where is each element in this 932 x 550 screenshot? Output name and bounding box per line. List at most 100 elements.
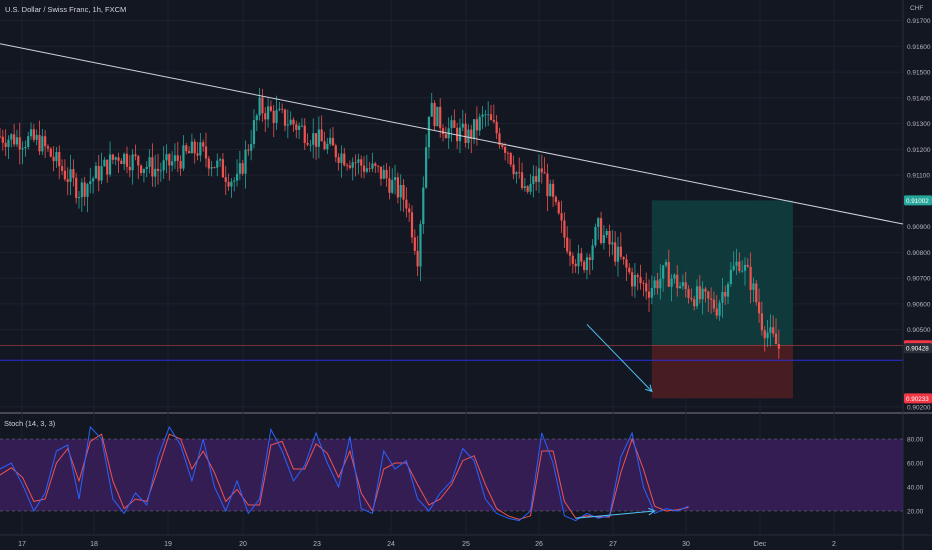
candle (41, 128, 44, 156)
candle-body (216, 160, 219, 168)
candle (591, 239, 594, 271)
candle-body (605, 231, 608, 236)
candle (137, 154, 140, 180)
candle (77, 191, 81, 209)
price-tag-label: 0.90233 (906, 396, 929, 403)
candle-body (458, 127, 462, 142)
candle (746, 258, 749, 268)
candle-body (523, 186, 526, 188)
candle (320, 115, 323, 142)
candle-body (594, 226, 597, 246)
candle (258, 88, 261, 121)
candle-body (673, 274, 676, 279)
candle (221, 153, 225, 178)
candle (585, 253, 589, 280)
candle (227, 173, 230, 191)
candle-body (292, 119, 295, 125)
candle (377, 164, 380, 173)
candle-body (546, 173, 549, 197)
candle (704, 286, 707, 303)
candle (44, 130, 47, 158)
candle (46, 144, 50, 153)
candle (419, 220, 422, 282)
candle (266, 98, 270, 128)
candle (769, 314, 772, 347)
candle-body (221, 159, 225, 178)
candle-body (650, 288, 653, 298)
drawings[interactable] (0, 43, 904, 393)
price-tick-label: 0.91400 (907, 95, 931, 102)
time-tick-label: 26 (535, 541, 543, 548)
stoch-tick-label: 20.00 (907, 509, 924, 516)
candle-body (681, 282, 684, 287)
candle-body (123, 153, 126, 165)
candle-body (35, 134, 38, 140)
candle-body (289, 119, 292, 125)
candle (532, 165, 535, 198)
candle-body (41, 136, 44, 152)
candle (729, 261, 732, 287)
candle (693, 295, 696, 311)
candle (430, 92, 433, 117)
candle (128, 155, 131, 178)
candle (345, 163, 349, 171)
time-tick-label: 2 (832, 541, 836, 548)
candle-body (763, 330, 766, 339)
candle-body (591, 245, 594, 260)
candle-body (18, 137, 21, 150)
candle (326, 138, 329, 154)
candle (179, 155, 182, 176)
candle-body (255, 115, 258, 121)
candle-body (456, 127, 459, 142)
candle-body (300, 125, 304, 127)
candle (540, 154, 543, 184)
candle-body (365, 168, 368, 172)
candle-body (128, 166, 131, 171)
candle (410, 205, 414, 244)
candle-body (111, 154, 114, 160)
currency-label: CHF (910, 5, 923, 12)
candle-body (103, 159, 106, 167)
candle (467, 124, 470, 150)
candle-body (258, 97, 261, 116)
candle (264, 107, 267, 133)
candle (55, 147, 58, 168)
candle (639, 264, 642, 290)
candle (385, 163, 388, 187)
candle (698, 275, 701, 304)
candle-body (348, 165, 352, 168)
candle (577, 244, 580, 275)
candle-body (698, 286, 701, 300)
candle-body (235, 173, 239, 181)
candle-body (566, 237, 569, 252)
candle-body (769, 327, 772, 333)
candle-body (187, 151, 191, 154)
indicator-label[interactable]: Stoch (14, 3, 3) (4, 419, 56, 428)
candle-body (402, 185, 405, 200)
candle (235, 159, 239, 187)
candle (289, 111, 292, 126)
candle-body (662, 265, 665, 279)
candle (252, 109, 256, 149)
candle-body (501, 144, 504, 147)
candle (207, 155, 210, 177)
candle-body (44, 136, 47, 147)
candle (684, 271, 687, 298)
candle (616, 236, 620, 277)
candle-body (580, 253, 583, 262)
candle-body (151, 157, 154, 177)
candle (659, 264, 662, 300)
position-tool[interactable] (651, 200, 793, 399)
candle-body (441, 128, 445, 135)
candle-body (464, 123, 467, 144)
arrow-shaft (586, 324, 653, 392)
candle (63, 159, 67, 182)
candle-body (724, 291, 727, 297)
candle (772, 315, 775, 338)
candle-body (506, 152, 510, 154)
candle (148, 149, 151, 174)
candle (484, 109, 487, 128)
candle (667, 249, 670, 288)
candle-body (106, 159, 109, 175)
